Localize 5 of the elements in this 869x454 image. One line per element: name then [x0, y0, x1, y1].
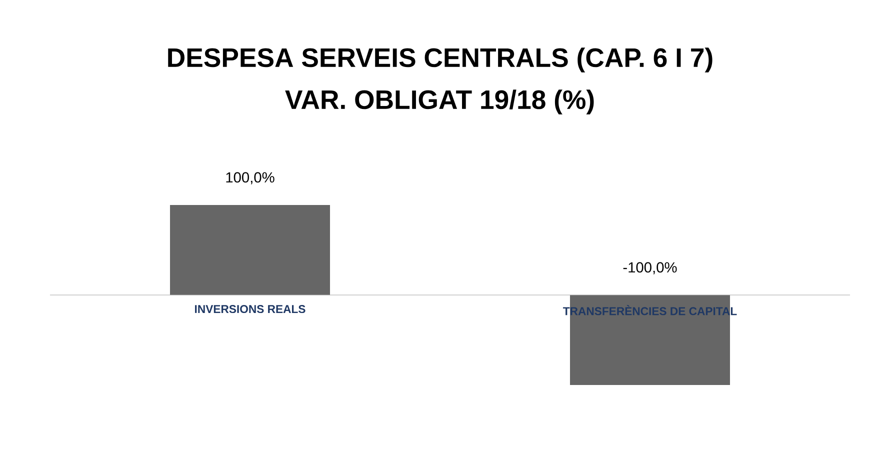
chart-subtitle: VAR. OBLIGAT 19/18 (%) [285, 90, 594, 114]
x-tick-label: INVERSIONS REALS [195, 305, 306, 314]
chart-title: DESPESA SERVEIS CENTRALS (CAP. 6 I 7) [168, 48, 712, 72]
data-label: -100,0% [623, 262, 677, 274]
data-label: 100,0% [226, 172, 274, 184]
